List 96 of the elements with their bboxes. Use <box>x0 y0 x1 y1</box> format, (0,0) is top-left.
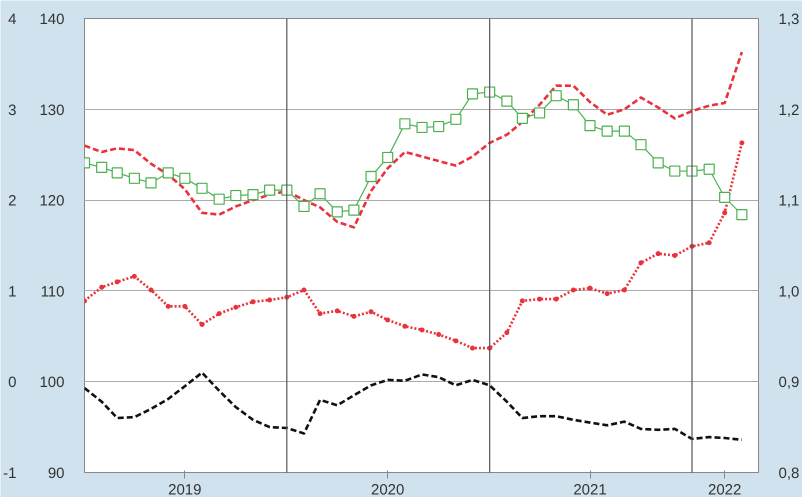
x-tick-label: 2021 <box>573 482 607 497</box>
y3-tick-label: 3 <box>8 102 16 119</box>
y3-tick-label: 1 <box>8 283 16 300</box>
point <box>618 125 630 137</box>
y-tick-label: 140 <box>39 11 65 28</box>
point <box>622 287 627 292</box>
point <box>466 88 478 100</box>
point <box>534 107 546 119</box>
point <box>162 167 174 178</box>
point <box>145 177 157 188</box>
point <box>128 172 140 184</box>
line-series <box>84 371 744 442</box>
point <box>652 157 664 168</box>
point <box>348 204 360 216</box>
point <box>736 209 748 220</box>
point <box>301 287 306 292</box>
y3-tick-label: 2 <box>8 192 16 210</box>
point <box>99 284 104 290</box>
point <box>365 170 377 182</box>
y2-tick-label: 0,9 <box>778 374 800 392</box>
point <box>450 114 462 125</box>
point <box>719 192 730 203</box>
point <box>298 200 310 212</box>
y3-tick-label: 4 <box>8 11 16 28</box>
y2-tick-label: 1,2 <box>778 102 800 119</box>
y-tick-label: 90 <box>48 465 65 482</box>
point <box>314 188 326 200</box>
point <box>669 165 680 177</box>
y-tick-label: 120 <box>39 192 65 210</box>
point <box>148 287 154 292</box>
point <box>722 210 728 216</box>
point <box>436 332 442 337</box>
point <box>385 317 390 322</box>
point <box>706 240 712 246</box>
point <box>351 314 356 319</box>
y-tick-label: 100 <box>39 374 65 392</box>
point <box>602 125 613 137</box>
point <box>182 304 188 309</box>
point <box>264 184 276 196</box>
point <box>200 322 205 327</box>
point <box>179 172 190 184</box>
point <box>230 190 242 202</box>
y-tick-label: 130 <box>39 102 65 119</box>
point <box>332 206 343 218</box>
point <box>453 338 458 344</box>
point <box>250 299 256 304</box>
y-tick-label: 110 <box>40 283 65 300</box>
point <box>656 251 661 256</box>
y2-tick-label: 0,8 <box>778 465 800 482</box>
point <box>247 189 259 200</box>
point <box>504 330 510 336</box>
point <box>216 311 222 316</box>
point <box>382 152 394 164</box>
point <box>416 122 428 134</box>
x-tick-label: 2020 <box>371 482 404 497</box>
point <box>554 296 559 302</box>
x-tick-label: 2022 <box>708 482 742 497</box>
point <box>112 167 123 178</box>
point <box>334 308 340 314</box>
point <box>739 140 744 146</box>
point <box>368 309 374 314</box>
point <box>550 90 562 102</box>
point <box>420 327 425 332</box>
point <box>704 164 715 175</box>
point <box>433 120 444 132</box>
point <box>588 286 592 291</box>
point <box>96 162 108 174</box>
point <box>568 99 579 110</box>
point <box>214 194 225 205</box>
point <box>604 291 610 296</box>
point <box>638 260 644 266</box>
point <box>516 112 528 124</box>
y3-tick-label: -1 <box>3 465 17 482</box>
point <box>635 139 647 150</box>
y2-tick-label: 1,1 <box>778 192 800 210</box>
point <box>166 304 171 309</box>
point <box>318 311 323 316</box>
point <box>267 297 272 302</box>
y3-tick-label: 0 <box>8 374 16 392</box>
x-tick-label: 2019 <box>168 482 202 497</box>
point <box>114 279 120 284</box>
y2-tick-label: 1,0 <box>778 283 800 300</box>
y2-tick-label: 1,3 <box>778 11 800 28</box>
point <box>520 298 525 304</box>
point <box>584 120 596 132</box>
point <box>233 304 238 310</box>
point <box>501 96 512 107</box>
point <box>399 118 410 130</box>
point <box>196 182 208 194</box>
point <box>672 252 678 258</box>
point <box>570 287 576 292</box>
point <box>537 296 542 302</box>
point <box>402 324 408 329</box>
line-series <box>84 50 744 229</box>
point <box>470 346 475 351</box>
point <box>132 274 137 279</box>
